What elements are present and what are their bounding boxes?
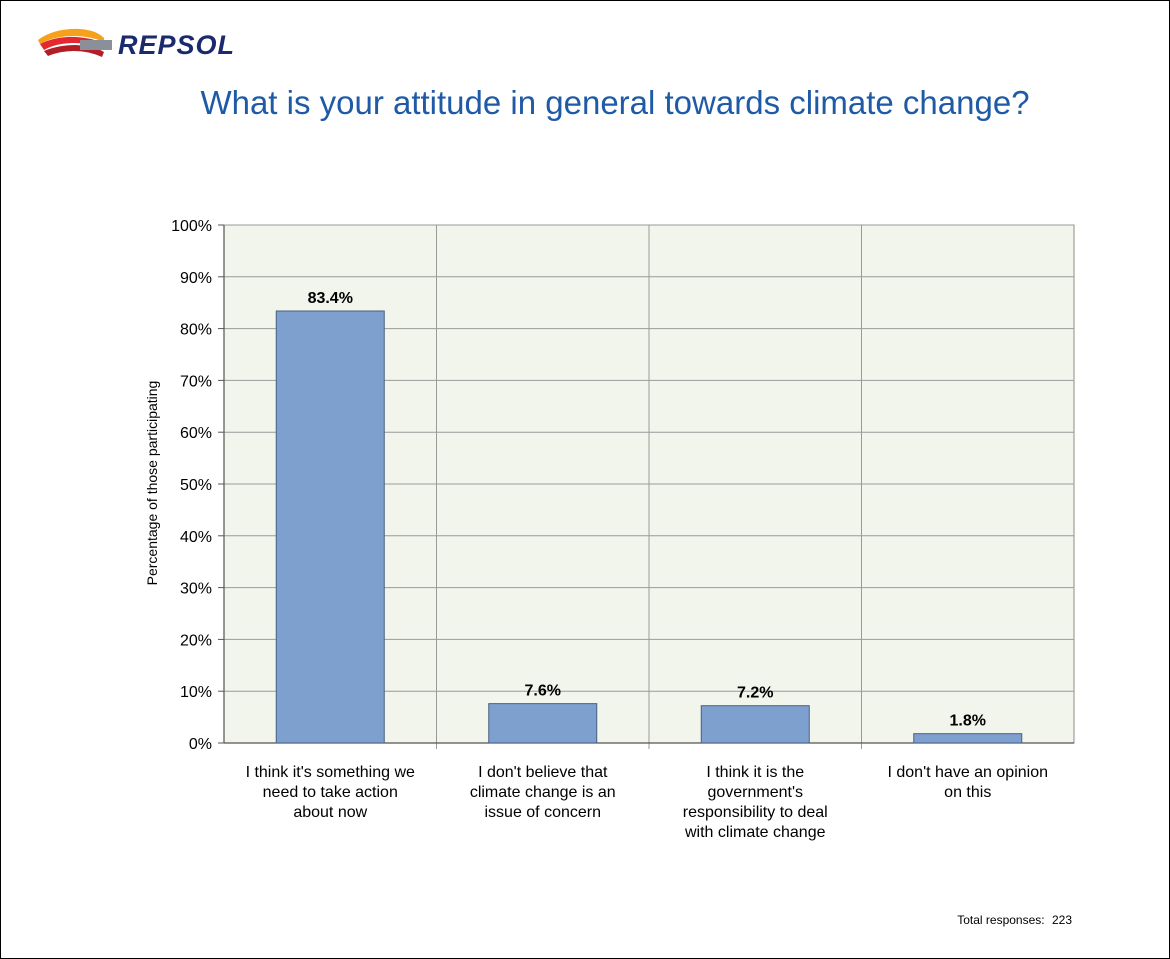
data-label: 7.6% [525, 683, 561, 700]
x-tick-label: I don't have an opinion on this [887, 764, 1048, 801]
data-label: 83.4% [308, 290, 353, 307]
data-label: 1.8% [950, 713, 986, 730]
total-responses: Total responses: 223 [953, 913, 1072, 927]
y-tick-label: 20% [180, 632, 212, 649]
brand-name: REPSOL [118, 30, 236, 60]
y-tick-label: 0% [189, 736, 212, 753]
y-tick-label: 100% [171, 218, 212, 235]
y-tick-label: 70% [180, 373, 212, 390]
y-tick-label: 30% [180, 581, 212, 598]
y-tick-label: 40% [180, 529, 212, 546]
y-axis-label: Percentage of those participating [144, 380, 160, 586]
bar [488, 703, 598, 744]
x-tick-label: I don't believe that climate change is a… [469, 764, 616, 821]
repsol-logo-icon [38, 28, 112, 57]
x-tick-label: I think it is the government's responsib… [682, 764, 828, 841]
y-tick-label: 50% [180, 477, 212, 494]
total-responses-label: Total responses: [957, 913, 1045, 927]
y-tick-label: 10% [180, 684, 212, 701]
bar [275, 310, 385, 744]
y-tick-label: 80% [180, 322, 212, 339]
total-responses-value: 223 [1051, 913, 1072, 927]
y-tick-label: 90% [180, 270, 212, 287]
data-label: 7.2% [737, 685, 773, 702]
y-tick-label: 60% [180, 425, 212, 442]
x-tick-label: I think it's something we need to take a… [245, 764, 415, 821]
bar [700, 705, 810, 744]
bar [913, 733, 1023, 744]
chart-title: What is your attitude in general towards… [200, 84, 1030, 121]
